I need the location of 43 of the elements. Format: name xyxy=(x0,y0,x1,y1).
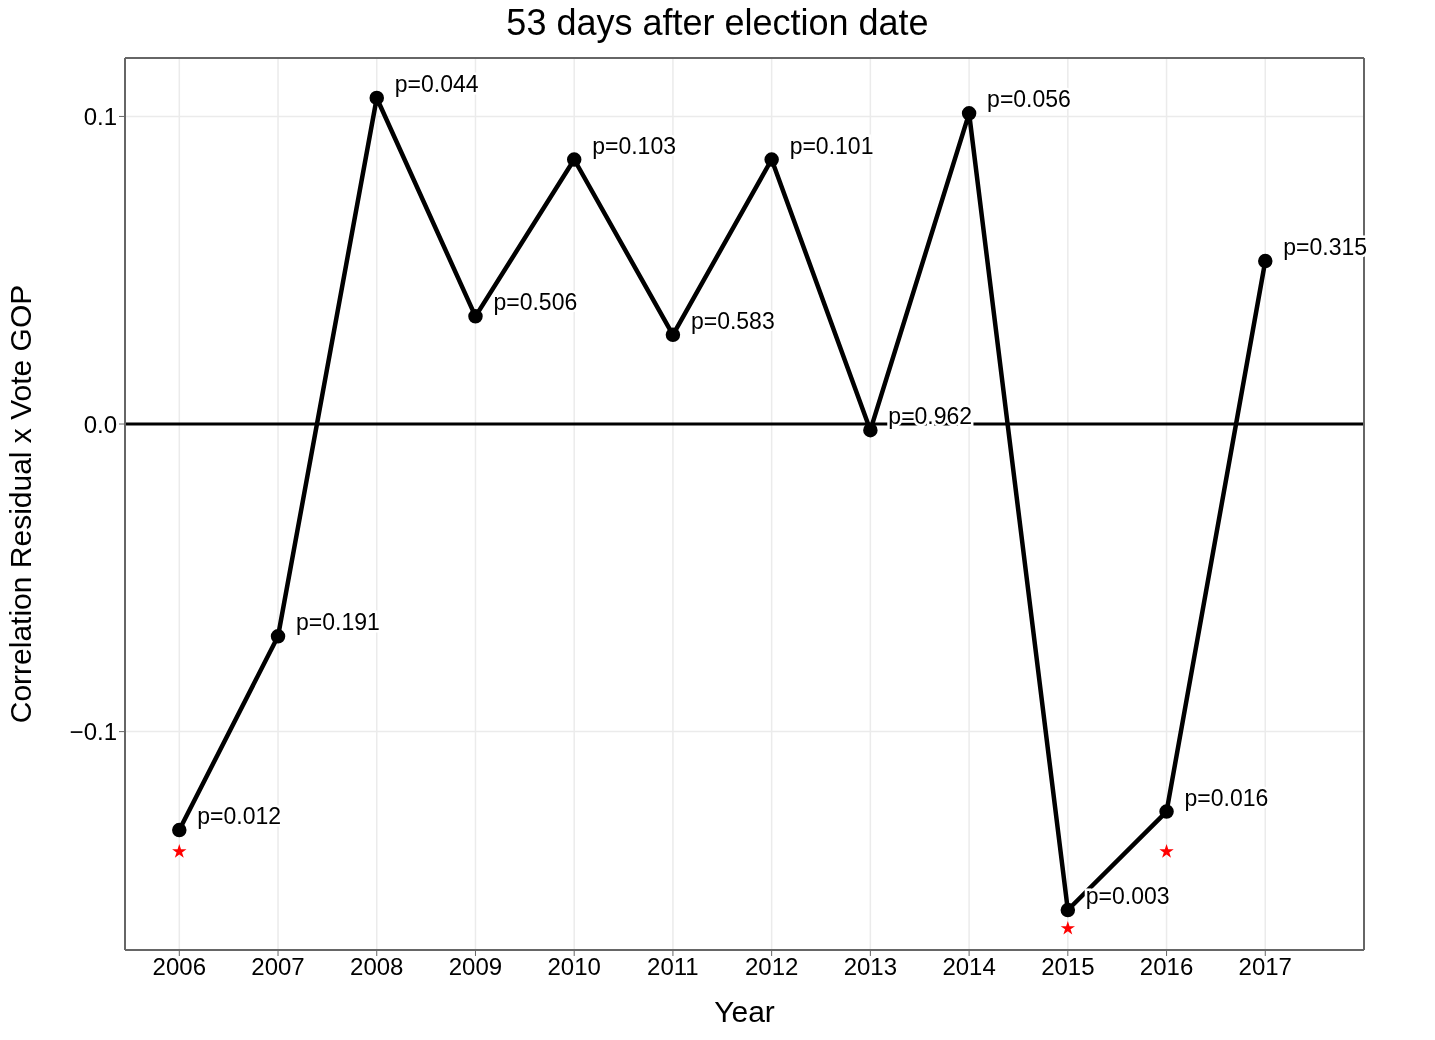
point xyxy=(1258,253,1273,269)
x-tick-label: 2013 xyxy=(843,953,898,981)
x-tick-label: 2011 xyxy=(647,953,699,981)
point xyxy=(665,327,681,343)
y-tick-label: 0.0 xyxy=(83,410,117,438)
point xyxy=(1060,902,1076,918)
annotation: p=0.016 xyxy=(1184,784,1269,811)
x-tick-label: 2010 xyxy=(547,953,601,981)
point xyxy=(270,629,286,644)
annotation: p=0.056 xyxy=(987,86,1071,113)
annotation: p=0.583 xyxy=(690,307,775,334)
annotation: p=0.962 xyxy=(888,403,973,430)
annotation: p=0.191 xyxy=(296,609,380,636)
point xyxy=(566,152,582,167)
annotation: p=0.003 xyxy=(1085,883,1170,910)
point xyxy=(1159,844,1174,858)
x-axis-title: Year xyxy=(714,995,775,1028)
point xyxy=(961,106,977,121)
x-tick-label: 2007 xyxy=(251,953,305,981)
annotation: p=0.506 xyxy=(493,289,578,316)
point xyxy=(172,822,187,838)
point xyxy=(764,152,779,167)
annotation: p=0.103 xyxy=(592,132,676,159)
point xyxy=(172,844,187,858)
x-tick-label: 2015 xyxy=(1041,953,1095,981)
x-tick-label: 2014 xyxy=(942,953,996,981)
annotation: p=0.101 xyxy=(789,132,874,159)
point xyxy=(1159,804,1174,819)
x-tick-label: 2008 xyxy=(350,953,404,981)
annotation: p=0.012 xyxy=(197,803,282,830)
x-tick-label: 2017 xyxy=(1238,953,1292,981)
point xyxy=(1060,920,1076,935)
chart-title: 53 days after election date xyxy=(505,2,930,44)
x-tick-label: 2016 xyxy=(1139,953,1194,981)
y-tick-label: −0.1 xyxy=(69,718,117,746)
y-axis-title: Correlation Residual x Vote GOP xyxy=(3,284,37,724)
annotation: p=0.044 xyxy=(394,70,479,97)
x-tick-label: 2012 xyxy=(744,953,799,981)
y-tick-label: 0.1 xyxy=(83,102,117,130)
point xyxy=(468,309,483,324)
point xyxy=(369,90,384,106)
x-tick-label: 2006 xyxy=(152,953,206,981)
x-tick-label: 2009 xyxy=(448,953,503,981)
